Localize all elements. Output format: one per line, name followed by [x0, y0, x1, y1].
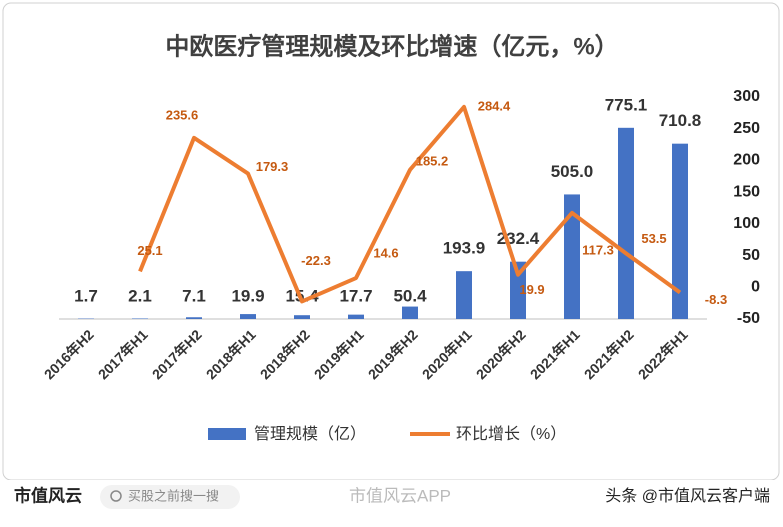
y2-tick-label: 100	[733, 215, 760, 232]
y2-tick-label: 0	[751, 279, 760, 296]
y2-tick-label: 150	[733, 183, 760, 200]
line-value-label: -8.3	[705, 292, 727, 307]
search-text: 买股之前搜一搜	[128, 488, 219, 503]
bar-value-label: 2.1	[128, 286, 152, 305]
bar	[294, 315, 310, 319]
footer-logo: 市值风云	[14, 485, 82, 505]
watermark-app: 市值风云APP	[349, 486, 451, 505]
y2-tick-label: -50	[737, 310, 760, 327]
line-value-label: 14.6	[373, 245, 398, 260]
y2-tick-label: 50	[742, 247, 760, 264]
bar	[240, 314, 256, 319]
bar-value-label: 19.9	[231, 286, 264, 305]
line-value-label: 235.6	[166, 107, 199, 122]
line-value-label: -22.3	[301, 253, 331, 268]
bar	[456, 271, 472, 319]
line-value-label: 284.4	[478, 98, 511, 113]
chart-title: 中欧医疗管理规模及环比增速（亿元，%）	[165, 32, 618, 60]
legend-label: 管理规模（亿）	[254, 425, 366, 443]
line-value-label: 53.5	[641, 231, 666, 246]
line-value-label: 25.1	[137, 243, 162, 258]
bar-value-label: 50.4	[393, 286, 427, 305]
line-value-label: 179.3	[256, 159, 289, 174]
legend-swatch	[208, 428, 246, 440]
bar-value-label: 193.9	[443, 239, 486, 258]
bar-value-label: 1.7	[74, 286, 98, 305]
bar	[186, 317, 202, 319]
bar-value-label: 7.1	[182, 286, 206, 305]
bar	[348, 315, 364, 319]
y2-tick-label: 300	[733, 88, 760, 105]
line-value-label: 19.9	[519, 282, 544, 297]
bar	[402, 307, 418, 319]
footer-credit: 头条 @市值风云客户端	[605, 487, 770, 505]
line-value-label: 117.3	[582, 242, 614, 257]
y2-tick-label: 250	[733, 120, 760, 137]
bar-value-label: 710.8	[659, 111, 702, 130]
line-value-label: 185.2	[416, 153, 449, 168]
bar-value-label: 505.0	[551, 162, 594, 181]
bar-value-label: 775.1	[605, 95, 648, 114]
legend-label: 环比增长（%）	[456, 425, 566, 443]
bar	[132, 318, 148, 319]
bar	[618, 128, 634, 319]
bar	[672, 144, 688, 319]
bar-value-label: 17.7	[339, 286, 372, 305]
y2-tick-label: 200	[733, 152, 760, 169]
